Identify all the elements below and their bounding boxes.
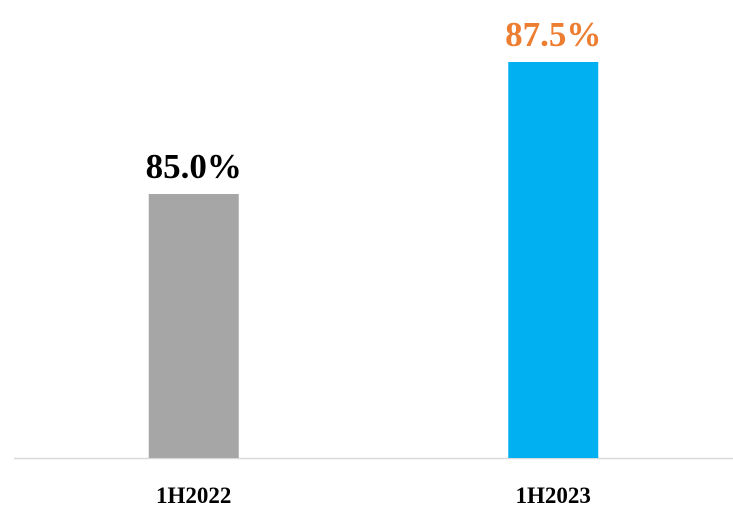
bar bbox=[508, 62, 599, 458]
data-label: 87.5% bbox=[505, 15, 601, 54]
x-tick-label: 1H2022 bbox=[156, 483, 231, 508]
bar bbox=[148, 194, 239, 458]
x-tick-label: 1H2023 bbox=[516, 483, 591, 508]
data-label: 85.0% bbox=[146, 147, 242, 186]
